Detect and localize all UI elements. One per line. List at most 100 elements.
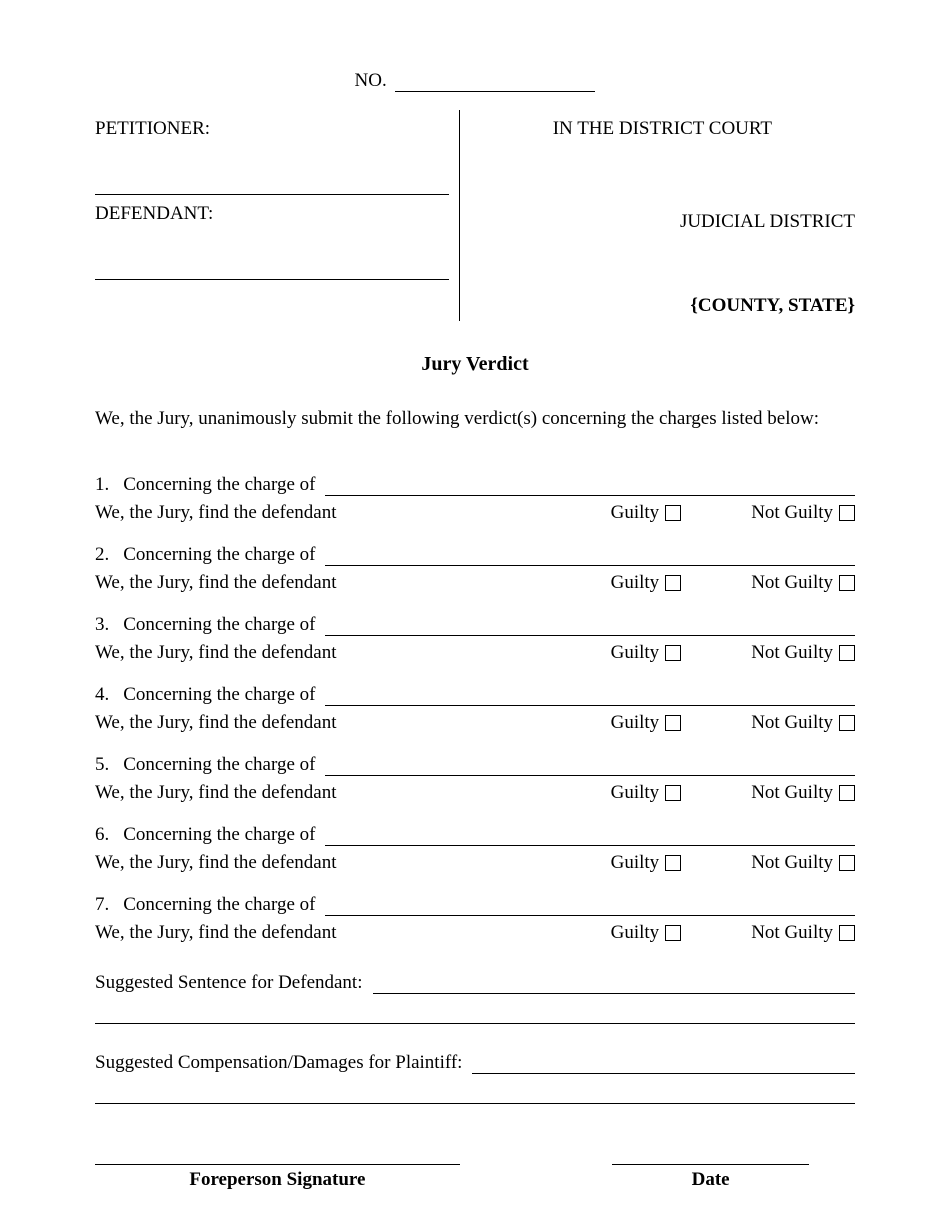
guilty-checkbox[interactable] xyxy=(665,505,681,521)
not-guilty-label: Not Guilty xyxy=(751,572,833,594)
charge-number: 2. xyxy=(95,544,109,566)
charge-number: 4. xyxy=(95,684,109,706)
not-guilty-option: Not Guilty xyxy=(751,712,855,734)
charge-lead-text: Concerning the charge of xyxy=(123,614,315,636)
guilty-option: Guilty xyxy=(611,852,682,874)
charge-lead-text: Concerning the charge of xyxy=(123,684,315,706)
charge-line-1: 5. Concerning the charge of xyxy=(95,754,855,776)
charge-item: 7. Concerning the charge of We, the Jury, … xyxy=(95,894,855,944)
charge-item: 1. Concerning the charge of We, the Jury, … xyxy=(95,474,855,524)
suggested-compensation-input-line-2[interactable] xyxy=(95,1078,855,1104)
charge-input-line[interactable] xyxy=(325,897,855,916)
suggested-sentence-label: Suggested Sentence for Defendant: xyxy=(95,972,363,994)
suggested-sentence-block: Suggested Sentence for Defendant: xyxy=(95,972,855,1024)
date-label: Date xyxy=(612,1164,810,1191)
guilty-option: Guilty xyxy=(611,922,682,944)
charge-item: 6.Concerning the charge ofWe, the Jury, … xyxy=(95,824,855,874)
foreperson-signature-block: Foreperson Signature xyxy=(95,1164,460,1191)
find-defendant-text: We, the Jury, find the defendant xyxy=(95,922,337,944)
guilty-checkbox[interactable] xyxy=(665,575,681,591)
court-line: IN THE DISTRICT COURT xyxy=(553,118,772,140)
county-state-cell: {COUNTY, STATE} xyxy=(470,237,855,321)
suggested-compensation-label: Suggested Compensation/Damages for Plain… xyxy=(95,1052,462,1074)
charge-input-line[interactable] xyxy=(325,617,855,636)
suggested-compensation-input-line[interactable] xyxy=(472,1055,855,1074)
suggested-compensation-block: Suggested Compensation/Damages for Plain… xyxy=(95,1052,855,1104)
not-guilty-option: Not Guilty xyxy=(751,922,855,944)
not-guilty-checkbox[interactable] xyxy=(839,925,855,941)
district-line: JUDICIAL DISTRICT xyxy=(680,211,855,233)
charge-line-1: 4. Concerning the charge of xyxy=(95,684,855,706)
charge-line-1: 2.Concerning the charge of xyxy=(95,544,855,566)
guilty-option: Guilty xyxy=(611,502,682,524)
guilty-checkbox[interactable] xyxy=(665,925,681,941)
header-right-column: IN THE DISTRICT COURT JUDICIAL DISTRICT … xyxy=(460,110,855,321)
guilty-label: Guilty xyxy=(611,782,660,804)
charge-lead-text: Concerning the charge of xyxy=(123,894,315,916)
foreperson-signature-label: Foreperson Signature xyxy=(95,1164,460,1191)
charge-lead-text: Concerning the charge of xyxy=(123,754,315,776)
charge-number: 6. xyxy=(95,824,109,846)
not-guilty-checkbox[interactable] xyxy=(839,715,855,731)
not-guilty-option: Not Guilty xyxy=(751,852,855,874)
not-guilty-label: Not Guilty xyxy=(751,502,833,524)
charge-item: 5. Concerning the charge of We, the Jury, … xyxy=(95,754,855,804)
not-guilty-option: Not Guilty xyxy=(751,782,855,804)
petitioner-cell: PETITIONER: xyxy=(95,110,449,195)
find-defendant-text: We, the Jury, find the defendant xyxy=(95,502,337,524)
charge-input-line[interactable] xyxy=(325,687,855,706)
find-defendant-text: We, the Jury, find the defendant xyxy=(95,642,337,664)
charges-list: 1. Concerning the charge of We, the Jury, … xyxy=(95,474,855,944)
not-guilty-checkbox[interactable] xyxy=(839,645,855,661)
charge-number: 3. xyxy=(95,614,109,636)
charge-line-1: 6. Concerning the charge of xyxy=(95,824,855,846)
not-guilty-label: Not Guilty xyxy=(751,922,833,944)
case-header: PETITIONER: DEFENDANT: IN THE DISTRICT C… xyxy=(95,110,855,321)
not-guilty-checkbox[interactable] xyxy=(839,785,855,801)
charge-number: 1. xyxy=(95,474,109,496)
charge-input-line[interactable] xyxy=(325,827,855,846)
not-guilty-checkbox[interactable] xyxy=(839,575,855,591)
guilty-label: Guilty xyxy=(611,502,660,524)
signature-row: Foreperson Signature Date xyxy=(95,1164,855,1191)
charge-item: 2.Concerning the charge of We, the Jury, … xyxy=(95,544,855,594)
charge-item: 4. Concerning the charge of We, the Jury, … xyxy=(95,684,855,734)
charge-input-line[interactable] xyxy=(325,477,855,496)
guilty-label: Guilty xyxy=(611,572,660,594)
charge-line-2: We, the Jury, find the defendantGuiltyNo… xyxy=(95,642,855,664)
guilty-option: Guilty xyxy=(611,642,682,664)
county-state: {COUNTY, STATE} xyxy=(690,295,855,317)
defendant-cell: DEFENDANT: xyxy=(95,195,449,280)
district-cell: JUDICIAL DISTRICT xyxy=(470,195,855,237)
charge-item: 3. Concerning the charge of We, the Jury, … xyxy=(95,614,855,664)
intro-text: We, the Jury, unanimously submit the fol… xyxy=(95,408,855,430)
guilty-option: Guilty xyxy=(611,782,682,804)
not-guilty-label: Not Guilty xyxy=(751,852,833,874)
guilty-label: Guilty xyxy=(611,852,660,874)
case-number-input-line[interactable] xyxy=(395,91,595,92)
charge-number: 5. xyxy=(95,754,109,776)
not-guilty-checkbox[interactable] xyxy=(839,855,855,871)
suggested-sentence-input-line[interactable] xyxy=(373,975,856,994)
not-guilty-checkbox[interactable] xyxy=(839,505,855,521)
charge-lead-text: Concerning the charge of xyxy=(123,474,315,496)
charge-input-line[interactable] xyxy=(325,757,855,776)
charge-line-2: We, the Jury, find the defendantGuiltyNo… xyxy=(95,712,855,734)
find-defendant-text: We, the Jury, find the defendant xyxy=(95,572,337,594)
guilty-checkbox[interactable] xyxy=(665,855,681,871)
guilty-option: Guilty xyxy=(611,572,682,594)
charge-number: 7. xyxy=(95,894,109,916)
charge-line-1: 3. Concerning the charge of xyxy=(95,614,855,636)
guilty-checkbox[interactable] xyxy=(665,715,681,731)
guilty-checkbox[interactable] xyxy=(665,785,681,801)
not-guilty-option: Not Guilty xyxy=(751,572,855,594)
suggested-sentence-input-line-2[interactable] xyxy=(95,998,855,1024)
case-number-label: NO. xyxy=(355,70,387,92)
find-defendant-text: We, the Jury, find the defendant xyxy=(95,782,337,804)
guilty-label: Guilty xyxy=(611,642,660,664)
guilty-checkbox[interactable] xyxy=(665,645,681,661)
charge-input-line[interactable] xyxy=(325,547,855,566)
charge-line-1: 7. Concerning the charge of xyxy=(95,894,855,916)
charge-lead-text: Concerning the charge of xyxy=(123,824,315,846)
date-block: Date xyxy=(612,1164,810,1191)
